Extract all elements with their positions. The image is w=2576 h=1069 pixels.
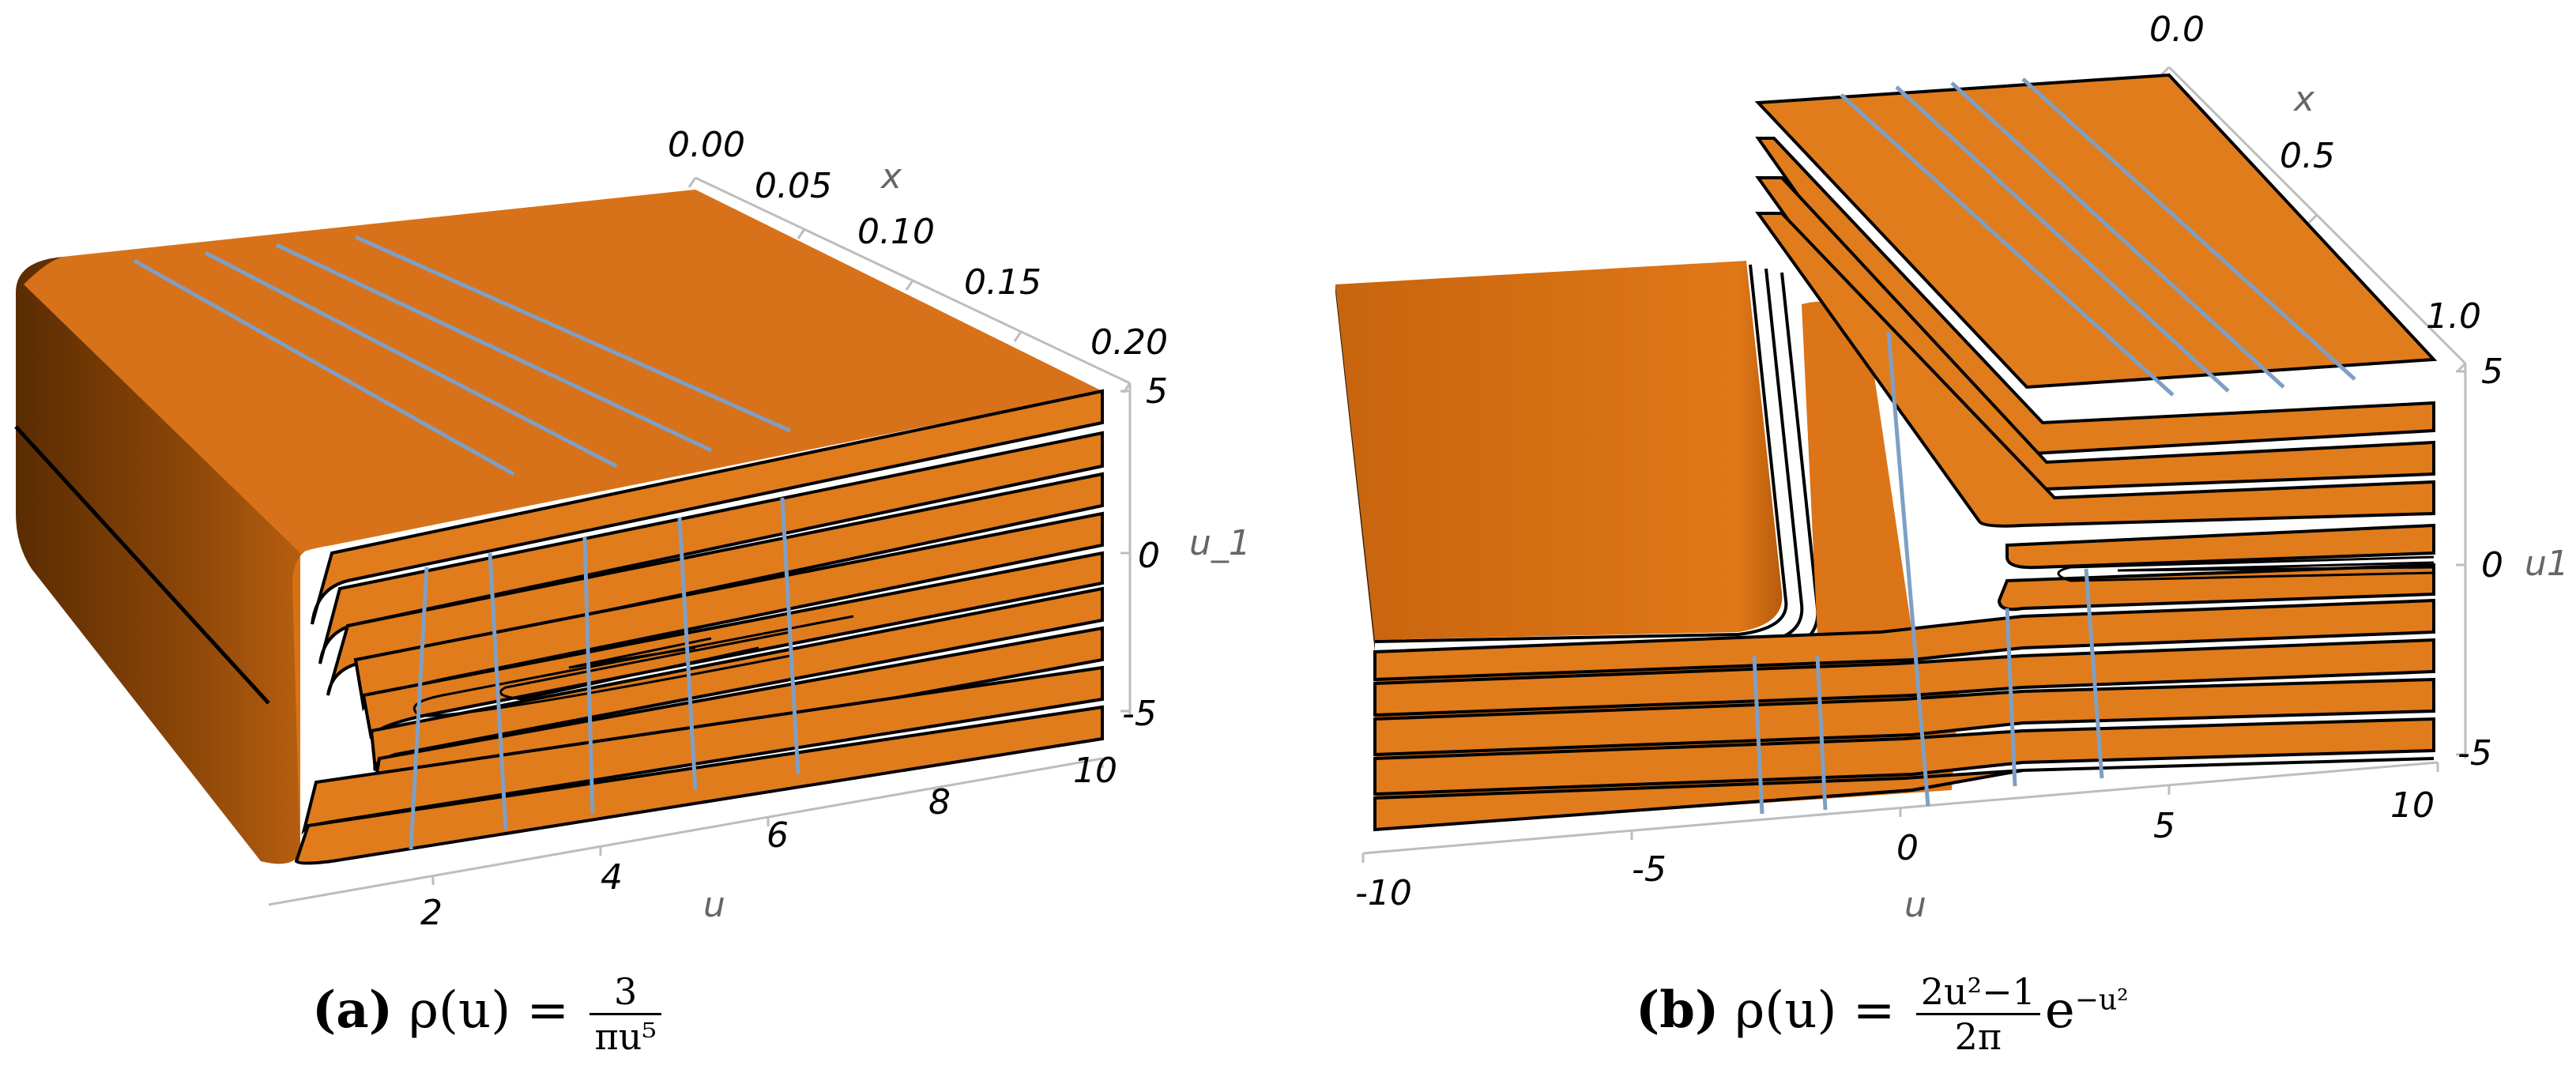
panel-a-caption-fraction: 3 πu⁵ xyxy=(589,970,661,1058)
panel-b-caption-exponent: −u² xyxy=(2074,984,2129,1017)
panel-b-z-tick-labels: 5 0 -5 xyxy=(2457,352,2503,774)
panel-a-z-tick: -5 xyxy=(1122,694,1157,734)
panel-b-z-tick: 0 xyxy=(2481,545,2503,585)
panel-a-x-tick: 0.00 xyxy=(668,125,745,165)
panel-a-edge-line xyxy=(14,425,270,705)
panel-a-u-tick: 8 xyxy=(928,782,951,822)
panel-a-folded-layers xyxy=(294,389,1104,865)
panel-a-z-label: u_1 xyxy=(1189,523,1251,563)
panel-b-z-tick: 5 xyxy=(2481,352,2503,392)
panel-a-u-label: u xyxy=(703,885,725,925)
panel-a-z-tick: 5 xyxy=(1146,371,1168,412)
panel-b-caption-lhs: ρ(u) = xyxy=(1734,981,1896,1040)
panel-b-plot: 0.0 0.5 1.0 x -10 -5 0 5 10 u 5 0 -5 u1 xyxy=(1335,9,2569,925)
panel-b-caption-denominator: 2π xyxy=(1954,1015,2002,1058)
panel-b-spiral-contours xyxy=(2057,555,2435,582)
panel-b-z-axis-ticks xyxy=(2456,370,2465,756)
panel-a-x-tick-labels: 0.00 0.05 0.10 0.15 0.20 xyxy=(668,125,1168,363)
panel-a-u-tick-labels: 2 4 6 8 10 xyxy=(420,751,1117,933)
panel-b-u-tick: 0 xyxy=(1896,828,1919,868)
panel-b-u-label: u xyxy=(1904,885,1926,925)
panel-a-caption: (a) ρ(u) = 3 πu⁵ xyxy=(312,970,666,1058)
panel-b-lower-layers xyxy=(1373,598,2435,832)
panel-b-x-tick: 0.0 xyxy=(2149,9,2205,50)
panel-a-x-label: x xyxy=(879,156,902,197)
panel-a-z-tick: 0 xyxy=(1138,536,1160,576)
panel-a-plot: 0.00 0.05 0.10 0.15 0.20 x 2 4 6 8 10 u … xyxy=(14,125,1251,933)
panel-b-x-tick: 0.5 xyxy=(2280,136,2335,176)
panel-a-u-tick: 4 xyxy=(601,857,623,898)
panel-b-caption: (b) ρ(u) = 2u²−1 2π e−u² xyxy=(1636,970,2129,1058)
panel-b-u-tick: 10 xyxy=(2390,785,2435,826)
panel-b-x-label: x xyxy=(2292,79,2315,119)
panel-b-u-tick-labels: -10 -5 0 5 10 xyxy=(1355,785,2435,913)
panel-b-u-axis-ticks xyxy=(1361,762,2439,863)
panel-b-caption-fraction: 2u²−1 2π xyxy=(1915,970,2040,1058)
panel-b-z-tick: -5 xyxy=(2457,733,2492,774)
panel-b-caption-label: (b) xyxy=(1636,981,1719,1040)
panel-b-x-tick-labels: 0.0 0.5 1.0 xyxy=(2149,9,2481,337)
panel-b-left-block-side xyxy=(1335,284,1375,652)
panel-a-z-tick-labels: 5 0 -5 xyxy=(1122,371,1168,734)
panel-b-mesh-lines xyxy=(1752,77,2356,815)
panel-b-caption-exp-base: e xyxy=(2044,981,2075,1040)
panel-a-u-tick: 10 xyxy=(1073,751,1117,791)
panel-a-mesh-lines xyxy=(133,235,800,850)
panel-a-x-tick: 0.10 xyxy=(857,212,935,252)
panel-a-x-tick: 0.20 xyxy=(1090,322,1168,363)
panel-a-caption-numerator: 3 xyxy=(589,970,661,1015)
panel-a-z-axis-ticks xyxy=(1120,390,1130,713)
panel-a-caption-denominator: πu⁵ xyxy=(594,1015,657,1058)
panel-b-x-axis-ticks xyxy=(2160,66,2467,373)
panel-b-x-tick: 1.0 xyxy=(2426,296,2481,337)
panel-b-u-tick: 5 xyxy=(2153,806,2175,846)
panel-a-caption-lhs: ρ(u) = xyxy=(409,981,570,1040)
panel-b-caption-numerator: 2u²−1 xyxy=(1915,970,2040,1015)
panel-b-u-tick: -5 xyxy=(1632,849,1666,890)
panel-a-caption-label: (a) xyxy=(312,981,394,1040)
panel-a-x-tick: 0.05 xyxy=(755,166,832,206)
panel-b-left-block-top xyxy=(1335,261,1783,640)
panel-b-u-tick: -10 xyxy=(1355,873,1412,913)
panel-a-u-tick: 2 xyxy=(420,893,443,933)
panel-a-surface-top-main xyxy=(24,190,1102,553)
panel-a-x-tick: 0.15 xyxy=(964,262,1041,303)
panel-b-z-label: u1 xyxy=(2525,544,2569,584)
panel-a-x-axis-ticks xyxy=(687,177,1132,393)
panel-a-u-axis-ticks xyxy=(431,758,1104,885)
panel-a-u-tick: 6 xyxy=(766,815,789,856)
